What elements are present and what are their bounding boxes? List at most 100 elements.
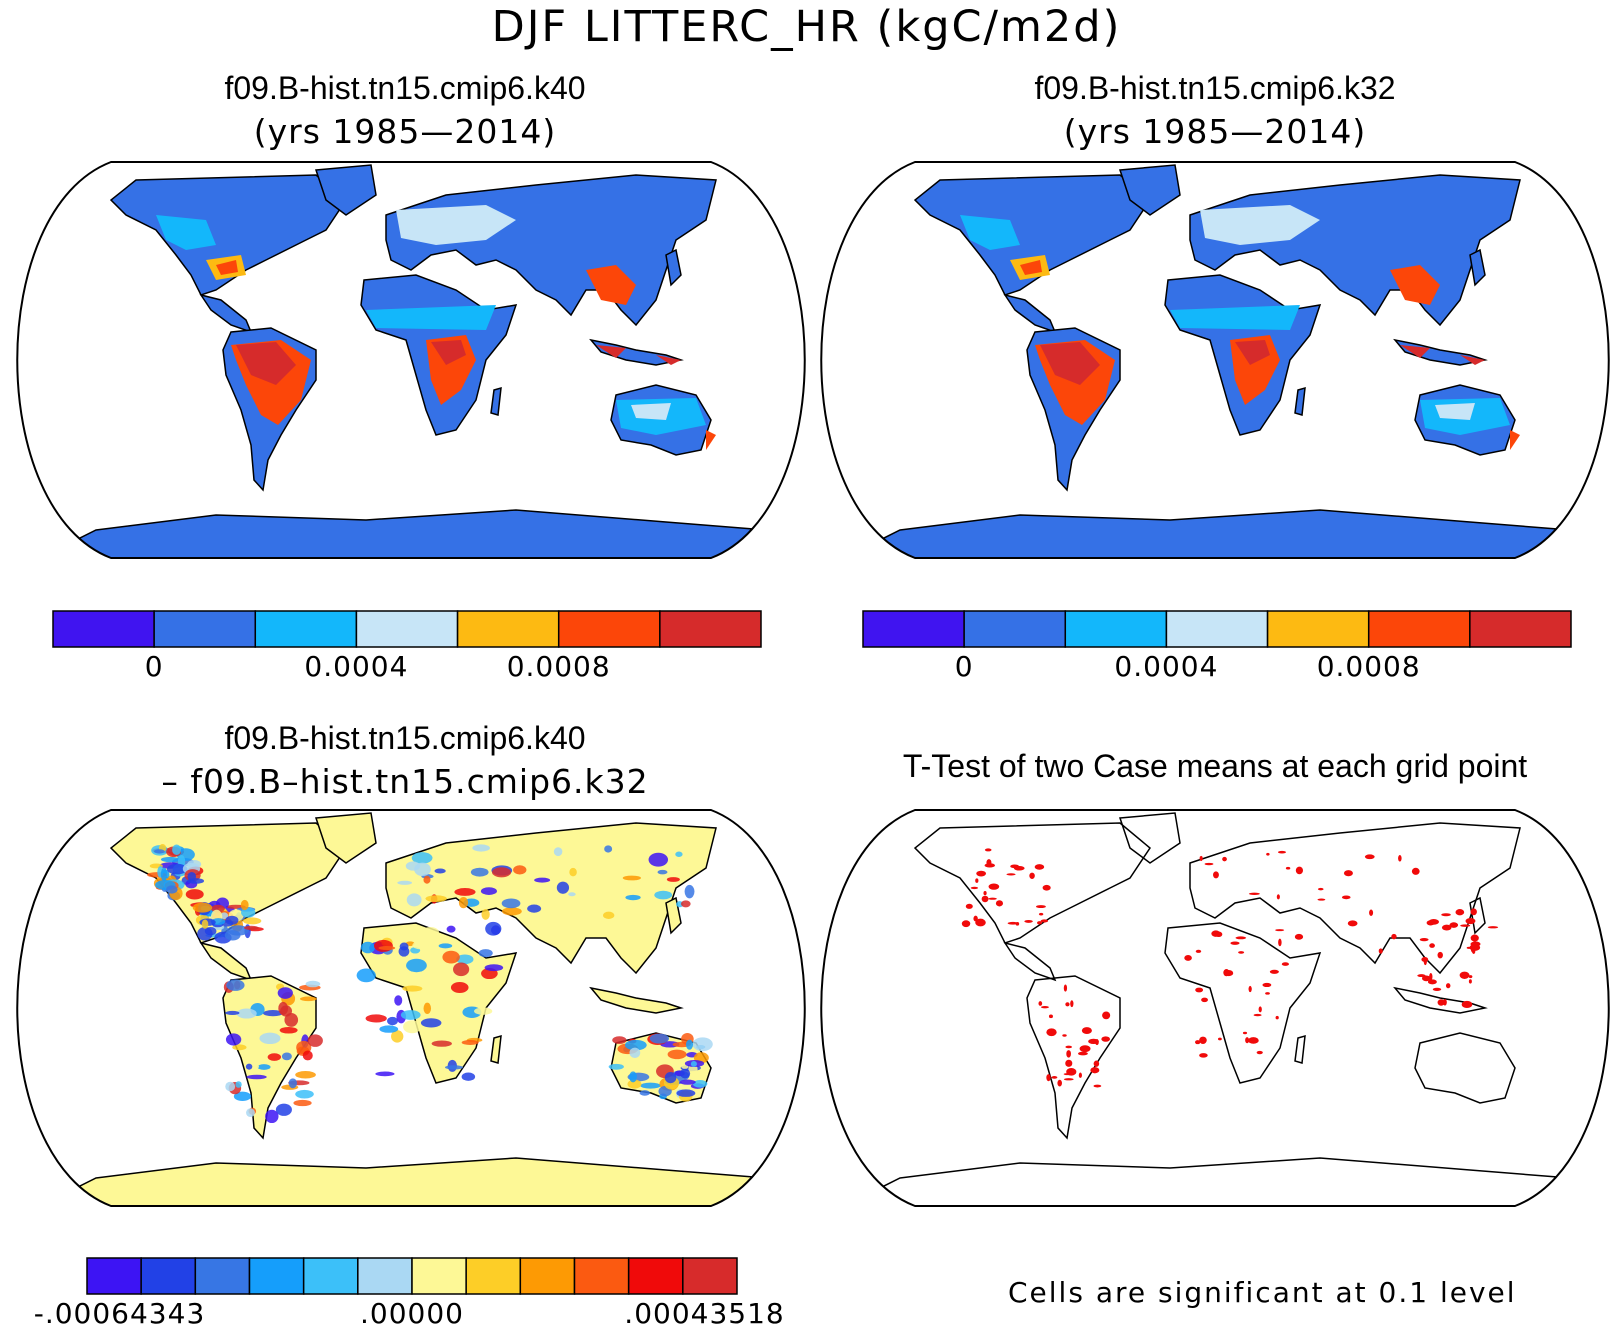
difference-cell	[402, 985, 423, 992]
difference-cell	[240, 899, 249, 911]
significant-cell	[1437, 951, 1443, 959]
difference-cell	[553, 847, 563, 857]
significant-cell	[1269, 969, 1279, 974]
landmass-eurasia	[1189, 822, 1521, 975]
colorbar-swatch	[1367, 610, 1471, 648]
significant-cell	[1201, 997, 1208, 1003]
difference-cell	[421, 926, 439, 938]
colorbar-k40	[52, 610, 762, 648]
difference-cell	[604, 845, 613, 853]
significant-cell	[1428, 919, 1439, 925]
difference-cell	[391, 1030, 404, 1043]
difference-cell	[664, 1072, 677, 1084]
significant-cell	[1199, 855, 1203, 861]
difference-cell	[172, 844, 182, 856]
difference-cell	[246, 1074, 267, 1080]
value-region	[1200, 205, 1320, 245]
difference-cell	[676, 1089, 696, 1097]
figure-title: DJF LITTERC_HR (kgC/m2d)	[491, 2, 1122, 52]
significant-cell	[1184, 955, 1192, 961]
value-region	[216, 260, 238, 275]
difference-cell	[246, 1108, 255, 1118]
significant-cell	[1369, 909, 1374, 916]
significant-cell	[1078, 1051, 1088, 1056]
significant-cell	[1081, 1027, 1092, 1034]
difference-cell	[478, 949, 493, 958]
significant-cell	[961, 920, 971, 928]
difference-cell	[470, 867, 489, 877]
difference-cell	[501, 898, 521, 909]
significant-cell	[1419, 938, 1429, 942]
colorbar-difference	[86, 1257, 738, 1295]
significant-cell	[1101, 1036, 1111, 1042]
significant-cell	[1443, 998, 1447, 1006]
colorbar-swatch	[411, 1257, 467, 1295]
difference-cell	[481, 909, 490, 920]
difference-cell	[434, 868, 446, 874]
difference-cell	[423, 875, 431, 884]
difference-cell	[625, 894, 641, 901]
significant-cell	[1285, 866, 1291, 870]
landmass-madagascar	[1294, 386, 1306, 416]
colorbar-swatch	[1064, 610, 1168, 648]
difference-cell	[403, 1020, 422, 1034]
significant-cell	[1195, 987, 1204, 993]
difference-cell	[481, 861, 497, 869]
significant-cell	[1090, 1067, 1100, 1074]
difference-cell	[375, 1071, 395, 1077]
significant-cell	[1470, 908, 1477, 916]
significant-cell	[1042, 884, 1051, 891]
difference-cell	[513, 865, 527, 875]
landmass-antarctica	[839, 1157, 1602, 1206]
panel1-case-title: f09.B-hist.tn15.cmip6.k40	[224, 70, 586, 106]
significant-cell	[975, 878, 979, 883]
significance-note: Cells are significant at 0.1 level	[1008, 1276, 1517, 1309]
colorbar-swatch	[963, 610, 1067, 648]
difference-cell	[657, 869, 668, 875]
difference-cell	[684, 884, 695, 899]
significant-cell	[1230, 941, 1240, 945]
landmass-japan	[665, 248, 682, 287]
map-border	[16, 809, 806, 1207]
colorbar-swatch	[302, 1257, 359, 1295]
difference-cell	[438, 943, 453, 949]
significant-cell	[1468, 975, 1473, 979]
difference-cell	[624, 1039, 647, 1051]
difference-cell	[501, 907, 522, 916]
map-panel-k40	[16, 161, 806, 559]
difference-cell	[281, 1052, 292, 1061]
significant-cell	[984, 848, 992, 852]
significant-cell	[1449, 922, 1459, 928]
difference-cell	[197, 926, 213, 941]
colorbar-tick-label: .00000	[360, 1297, 464, 1330]
colorbar-tick-label: 0.0004	[1114, 650, 1219, 683]
significant-cell	[1235, 936, 1247, 940]
significant-cell	[986, 859, 992, 867]
significant-cell	[1242, 1031, 1248, 1035]
value-region	[396, 205, 516, 245]
map-panel-difference	[16, 809, 806, 1207]
significant-cell	[1391, 933, 1397, 940]
significant-cell	[1007, 921, 1019, 925]
significant-cell	[1411, 867, 1420, 875]
significant-cell	[1455, 909, 1465, 916]
significant-cell	[1469, 944, 1481, 951]
significant-cell	[1461, 1000, 1473, 1009]
difference-cell	[474, 1007, 493, 1015]
difference-cell	[192, 902, 213, 913]
landmass-indonesia	[589, 986, 684, 1014]
significant-cell	[1275, 929, 1285, 932]
difference-cell	[378, 946, 396, 951]
significant-cell	[1070, 1000, 1074, 1008]
significant-cell	[1364, 854, 1375, 860]
significant-cell	[1317, 898, 1326, 901]
landmass-australia	[1414, 1032, 1516, 1104]
landmass-madagascar	[1294, 1034, 1306, 1064]
difference-cell	[423, 1002, 432, 1015]
significant-cell	[1343, 870, 1353, 877]
significant-cell	[1063, 1073, 1072, 1076]
land-fill-k40	[35, 164, 798, 558]
map-panel-k32	[820, 161, 1610, 559]
significant-cell	[1102, 1011, 1111, 1020]
significant-cell	[1038, 1001, 1043, 1006]
